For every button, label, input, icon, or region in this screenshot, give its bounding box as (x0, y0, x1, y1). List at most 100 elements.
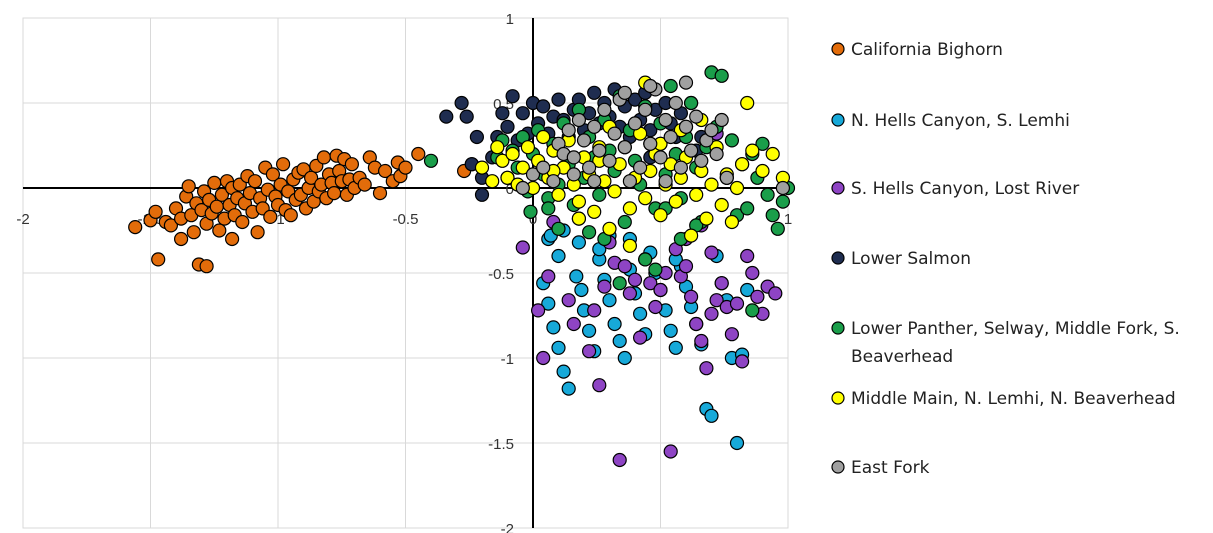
data-point-series-1 (327, 186, 342, 201)
y-tick-label: -2 (501, 521, 514, 533)
data-point-series-7 (714, 112, 729, 128)
data-point-series-4 (515, 106, 530, 121)
data-point-series-5 (581, 225, 597, 240)
data-point-series-3 (587, 303, 602, 318)
data-point-series-5 (592, 187, 607, 202)
data-point-series-1 (212, 223, 227, 238)
data-point-series-3 (734, 354, 750, 369)
data-point-series-1 (304, 170, 319, 185)
data-point-series-7 (643, 136, 658, 151)
data-point-series-7 (643, 78, 658, 94)
data-point-series-6 (602, 221, 617, 236)
data-point-series-3 (566, 316, 581, 332)
data-point-series-2 (612, 333, 627, 349)
data-point-series-5 (740, 201, 755, 216)
data-point-series-3 (699, 361, 714, 376)
data-point-series-5 (638, 252, 653, 267)
data-point-series-1 (207, 175, 222, 190)
data-point-series-3 (704, 245, 719, 260)
data-point-series-5 (523, 204, 538, 219)
data-point-series-7 (571, 112, 587, 128)
data-point-series-7 (683, 143, 699, 158)
data-point-series-7 (694, 153, 709, 168)
legend-marker (831, 321, 845, 335)
data-point-series-6 (734, 157, 750, 172)
data-point-series-7 (592, 143, 607, 158)
data-point-series-6 (520, 140, 536, 155)
data-point-series-6 (571, 194, 587, 209)
data-point-series-2 (571, 235, 587, 250)
data-point-series-3 (632, 330, 648, 345)
legend-marker (831, 251, 845, 265)
data-point-series-3 (729, 296, 745, 311)
data-point-series-1 (398, 160, 413, 175)
data-point-series-6 (622, 238, 638, 253)
legend: California Bighorn N. Hells Canyon, S. Le… (831, 40, 1180, 478)
legend-label: Lower Panther, Selway, Middle Fork, S. (851, 319, 1180, 339)
data-point-series-7 (658, 112, 673, 128)
data-point-series-7 (775, 180, 791, 196)
data-point-series-7 (638, 102, 653, 117)
data-point-series-4 (587, 85, 602, 100)
data-point-series-4 (474, 187, 490, 202)
data-point-series-4 (459, 109, 474, 124)
data-point-series-7 (587, 119, 602, 134)
legend-label: Lower Salmon (851, 249, 971, 269)
data-point-series-7 (709, 146, 724, 162)
data-point-series-6 (607, 184, 622, 199)
data-point-series-7 (561, 123, 576, 138)
legend-marker (831, 113, 845, 127)
data-point-series-1 (411, 146, 426, 162)
data-point-series-7 (515, 180, 530, 196)
x-tick-label: 0 (529, 211, 537, 228)
data-point-series-7 (663, 129, 678, 145)
data-point-series-1 (265, 167, 280, 182)
data-point-series-1 (372, 186, 388, 201)
data-point-series-4 (454, 95, 469, 111)
data-point-series-3 (740, 248, 755, 264)
data-point-series-1 (263, 209, 278, 224)
data-point-series-1 (209, 199, 224, 214)
data-point-series-4 (505, 89, 520, 104)
data-point-series-7 (617, 85, 632, 100)
legend-label: East Fork (851, 458, 930, 478)
data-point-series-5 (724, 133, 740, 148)
data-point-series-2 (551, 248, 566, 264)
data-point-series-2 (617, 350, 632, 366)
data-point-series-3 (581, 344, 597, 359)
data-point-series-6 (740, 95, 755, 111)
data-point-series-1 (163, 218, 178, 233)
data-point-series-6 (505, 146, 520, 162)
data-point-series-1 (225, 231, 240, 247)
legend-label: N. Hells Canyon, S. Lemhi (851, 111, 1070, 131)
y-tick-label: 0 (506, 181, 514, 198)
data-point-series-1 (148, 204, 163, 219)
data-point-series-1 (344, 157, 359, 172)
data-point-series-1 (128, 220, 143, 235)
y-tick-label: 1 (506, 11, 514, 28)
data-point-series-5 (770, 221, 785, 236)
y-tick-label: -0.5 (488, 266, 514, 283)
data-point-series-7 (632, 160, 648, 175)
data-point-series-5 (612, 276, 627, 291)
data-point-series-7 (622, 174, 638, 189)
data-point-series-6 (622, 201, 638, 216)
data-point-series-7 (581, 160, 597, 175)
data-point-series-5 (663, 78, 678, 94)
data-point-series-2 (546, 320, 561, 335)
data-point-series-7 (536, 160, 551, 175)
data-point-series-2 (581, 323, 597, 338)
data-point-series-6 (745, 143, 760, 158)
data-point-series-6 (689, 187, 704, 202)
data-point-series-6 (571, 211, 587, 226)
legend-label: California Bighorn (851, 40, 1003, 60)
data-point-series-2 (574, 282, 589, 298)
data-point-series-2 (632, 306, 648, 321)
data-point-series-6 (587, 204, 602, 219)
data-point-series-5 (617, 214, 632, 230)
data-point-series-4 (536, 99, 551, 114)
data-point-series-1 (316, 150, 331, 165)
data-point-series-7 (525, 167, 541, 182)
data-point-series-7 (704, 123, 719, 138)
data-point-series-2 (541, 296, 556, 311)
